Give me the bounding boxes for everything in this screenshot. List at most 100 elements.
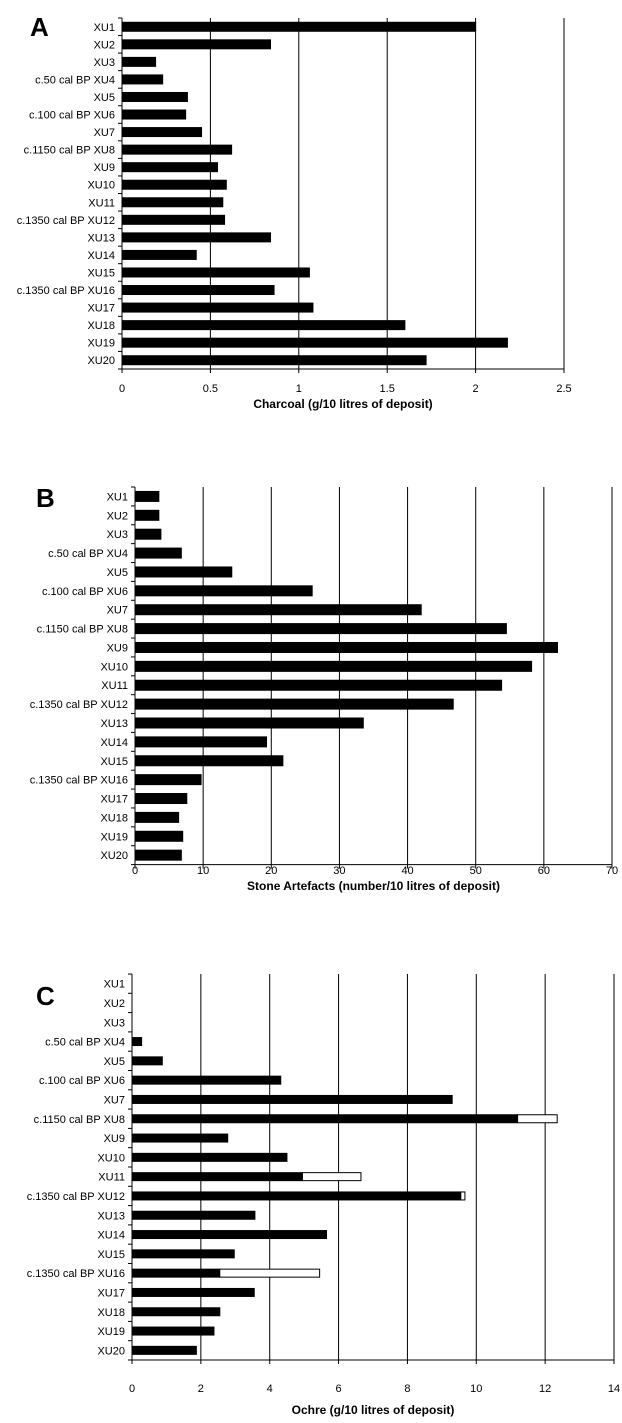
bar xyxy=(131,1191,462,1201)
category-label: XU2 xyxy=(104,998,125,1010)
bar xyxy=(131,1037,143,1047)
bar xyxy=(460,1191,466,1201)
category-label: XU17 xyxy=(87,303,115,315)
category-label: XU19 xyxy=(97,1326,125,1338)
bar xyxy=(134,793,188,805)
bar xyxy=(131,1114,519,1124)
bar xyxy=(131,1307,221,1317)
bar xyxy=(134,585,313,597)
bar xyxy=(121,109,187,120)
category-label: XU14 xyxy=(100,737,128,749)
bar xyxy=(121,355,427,366)
bar xyxy=(131,1287,255,1297)
bar xyxy=(131,1094,453,1104)
bar xyxy=(134,717,364,729)
x-tick-label: 0 xyxy=(132,865,138,877)
bar xyxy=(121,320,406,331)
category-label: c.1150 cal BP XU8 xyxy=(24,145,115,157)
category-label: XU7 xyxy=(104,1094,125,1106)
category-label: XU10 xyxy=(87,180,115,192)
x-tick-label: 50 xyxy=(470,865,482,877)
x-tick-label: 0.5 xyxy=(203,383,218,395)
bar xyxy=(131,1326,215,1336)
category-label: XU2 xyxy=(107,510,128,522)
x-tick-label: 70 xyxy=(606,865,618,877)
bar xyxy=(121,91,188,102)
panel-label: B xyxy=(36,483,55,513)
category-label: XU1 xyxy=(104,979,125,991)
category-label: c.1350 cal BP XU16 xyxy=(27,1268,125,1280)
category-label: c.100 cal BP XU6 xyxy=(29,110,115,122)
bar xyxy=(134,736,268,748)
category-label: XU18 xyxy=(100,812,128,824)
category-label: c.1150 cal BP XU8 xyxy=(37,624,128,636)
category-label: c.1350 cal BP XU12 xyxy=(30,699,128,711)
category-label: XU2 xyxy=(94,39,115,51)
bar xyxy=(121,337,508,348)
bar xyxy=(131,1152,288,1162)
category-label: XU1 xyxy=(94,22,115,34)
category-label: XU18 xyxy=(87,320,115,332)
category-label: XU13 xyxy=(100,718,128,730)
x-tick-label: 8 xyxy=(404,1383,410,1395)
bar xyxy=(134,509,160,521)
bar xyxy=(121,267,310,278)
bar xyxy=(131,1075,282,1085)
bar xyxy=(121,74,164,85)
category-label: c.50 cal BP XU4 xyxy=(48,548,128,560)
chart-panel-a: A 0 0.5 1 1.5 2 2.5 Charcoal (g/10 litres of de… xyxy=(17,12,572,411)
category-label: XU19 xyxy=(100,831,128,843)
bar xyxy=(121,214,226,225)
bar xyxy=(131,1268,221,1278)
category-label: XU13 xyxy=(97,1210,125,1222)
bar xyxy=(134,660,533,672)
category-label: XU18 xyxy=(97,1307,125,1319)
x-tick-label: 10 xyxy=(197,865,209,877)
bar xyxy=(131,1056,163,1066)
category-label: c.100 cal BP XU6 xyxy=(42,586,128,598)
bar xyxy=(121,144,233,155)
category-label: XU19 xyxy=(87,338,115,350)
bar xyxy=(121,127,203,138)
category-label: XU5 xyxy=(107,567,128,579)
bar xyxy=(134,566,233,578)
x-tick-label: 2 xyxy=(473,383,479,395)
category-label: c.1350 cal BP XU12 xyxy=(27,1191,125,1203)
category-label: XU3 xyxy=(94,57,115,69)
category-label: XU20 xyxy=(87,355,115,367)
category-label: c.1350 cal BP XU16 xyxy=(17,285,115,297)
bar xyxy=(121,302,314,313)
bar xyxy=(134,641,558,653)
x-tick-label: 4 xyxy=(267,1383,273,1395)
bar xyxy=(134,755,284,767)
category-label: XU9 xyxy=(104,1133,125,1145)
bar xyxy=(121,162,218,173)
category-label: XU1 xyxy=(107,491,128,503)
bar xyxy=(121,56,157,67)
category-label: XU17 xyxy=(100,794,128,806)
x-tick-label: 30 xyxy=(333,865,345,877)
bar xyxy=(131,1230,328,1240)
panel-label: C xyxy=(36,981,55,1011)
bar xyxy=(134,774,202,786)
category-label: XU10 xyxy=(100,661,128,673)
bar xyxy=(134,604,422,616)
category-label: XU10 xyxy=(97,1152,125,1164)
category-label: c.1350 cal BP XU16 xyxy=(30,775,128,787)
category-label: XU7 xyxy=(107,605,128,617)
category-label: XU11 xyxy=(101,680,128,692)
x-tick-label: 0 xyxy=(129,1383,135,1395)
category-label: c.50 cal BP XU4 xyxy=(35,74,115,86)
category-label: XU9 xyxy=(94,162,115,174)
x-tick-label: 2.5 xyxy=(556,383,571,395)
x-axis-title: Charcoal (g/10 litres of deposit) xyxy=(253,397,432,411)
bar xyxy=(219,1268,321,1278)
bar xyxy=(134,490,160,502)
bar xyxy=(301,1172,362,1182)
bar xyxy=(131,1210,256,1220)
chart-panel-c: C 0 2 4 6 8 10 12 14 Ochre (g/10 litres of deposi… xyxy=(27,973,620,1417)
bar xyxy=(131,1172,303,1182)
bar xyxy=(121,39,272,50)
category-label: XU20 xyxy=(97,1345,125,1357)
category-label: c.1150 cal BP XU8 xyxy=(34,1114,125,1126)
